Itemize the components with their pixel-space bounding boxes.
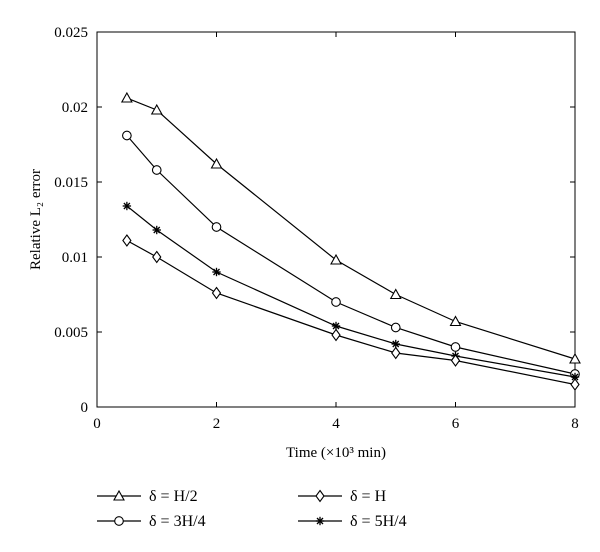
data-point bbox=[391, 346, 401, 360]
x-tick-label: 2 bbox=[213, 416, 221, 432]
legend-label: δ = 3H/4 bbox=[149, 513, 206, 530]
plot-frame bbox=[96, 31, 576, 408]
axis-ticks: 0 2 4 6 8 0 0.005 0.01 0.015 0.02 0.025 bbox=[54, 25, 579, 432]
legend-marker-triangle bbox=[113, 489, 125, 501]
data-point bbox=[122, 201, 132, 211]
data-point bbox=[450, 342, 461, 352]
data-point bbox=[151, 165, 162, 175]
x-axis-label: Time (×10³ min) bbox=[286, 445, 386, 461]
data-point bbox=[211, 286, 222, 300]
data-point bbox=[150, 103, 163, 115]
data-point bbox=[210, 157, 223, 169]
data-point bbox=[570, 378, 580, 391]
legend-marker-star bbox=[315, 516, 325, 526]
data-point bbox=[390, 322, 401, 333]
data-point bbox=[330, 253, 342, 265]
legend-label: δ = H bbox=[350, 488, 387, 505]
legend-label: δ = 5H/4 bbox=[350, 513, 407, 530]
x-tick-label: 4 bbox=[332, 416, 340, 432]
data-point bbox=[389, 288, 402, 300]
data-point bbox=[331, 321, 341, 331]
data-point bbox=[120, 91, 133, 103]
data-point bbox=[570, 372, 580, 382]
y-axis-label: Relative L₂ error bbox=[28, 169, 44, 270]
series-group bbox=[120, 91, 581, 391]
y-tick-label: 0.025 bbox=[54, 25, 88, 41]
x-tick-label: 6 bbox=[452, 416, 460, 432]
data-point bbox=[122, 234, 132, 247]
data-point bbox=[331, 297, 341, 307]
data-point bbox=[331, 328, 341, 342]
y-tick-label: 0.005 bbox=[54, 325, 88, 341]
x-tick-label: 8 bbox=[571, 416, 579, 432]
legend: δ = H/2 δ = H δ = 3H/4 δ = 5H/4 bbox=[97, 488, 407, 530]
data-point bbox=[122, 130, 132, 141]
data-point bbox=[152, 225, 161, 235]
legend-marker-circle bbox=[114, 516, 124, 526]
legend-marker-diamond bbox=[315, 489, 325, 503]
data-point bbox=[152, 250, 162, 264]
data-point bbox=[212, 267, 221, 277]
x-tick-label: 0 bbox=[93, 416, 101, 432]
y-tick-label: 0.01 bbox=[62, 250, 88, 266]
y-tick-label: 0.015 bbox=[54, 175, 88, 191]
data-point bbox=[449, 315, 462, 327]
data-point bbox=[211, 222, 222, 232]
data-point bbox=[450, 354, 461, 367]
y-tick-label: 0.02 bbox=[62, 100, 88, 116]
data-point bbox=[569, 352, 581, 364]
legend-label: δ = H/2 bbox=[149, 488, 198, 505]
series-line-4 bbox=[126, 239, 576, 386]
series-line-1 bbox=[126, 97, 576, 360]
y-tick-label: 0 bbox=[81, 400, 89, 416]
series-line-3 bbox=[126, 205, 576, 378]
